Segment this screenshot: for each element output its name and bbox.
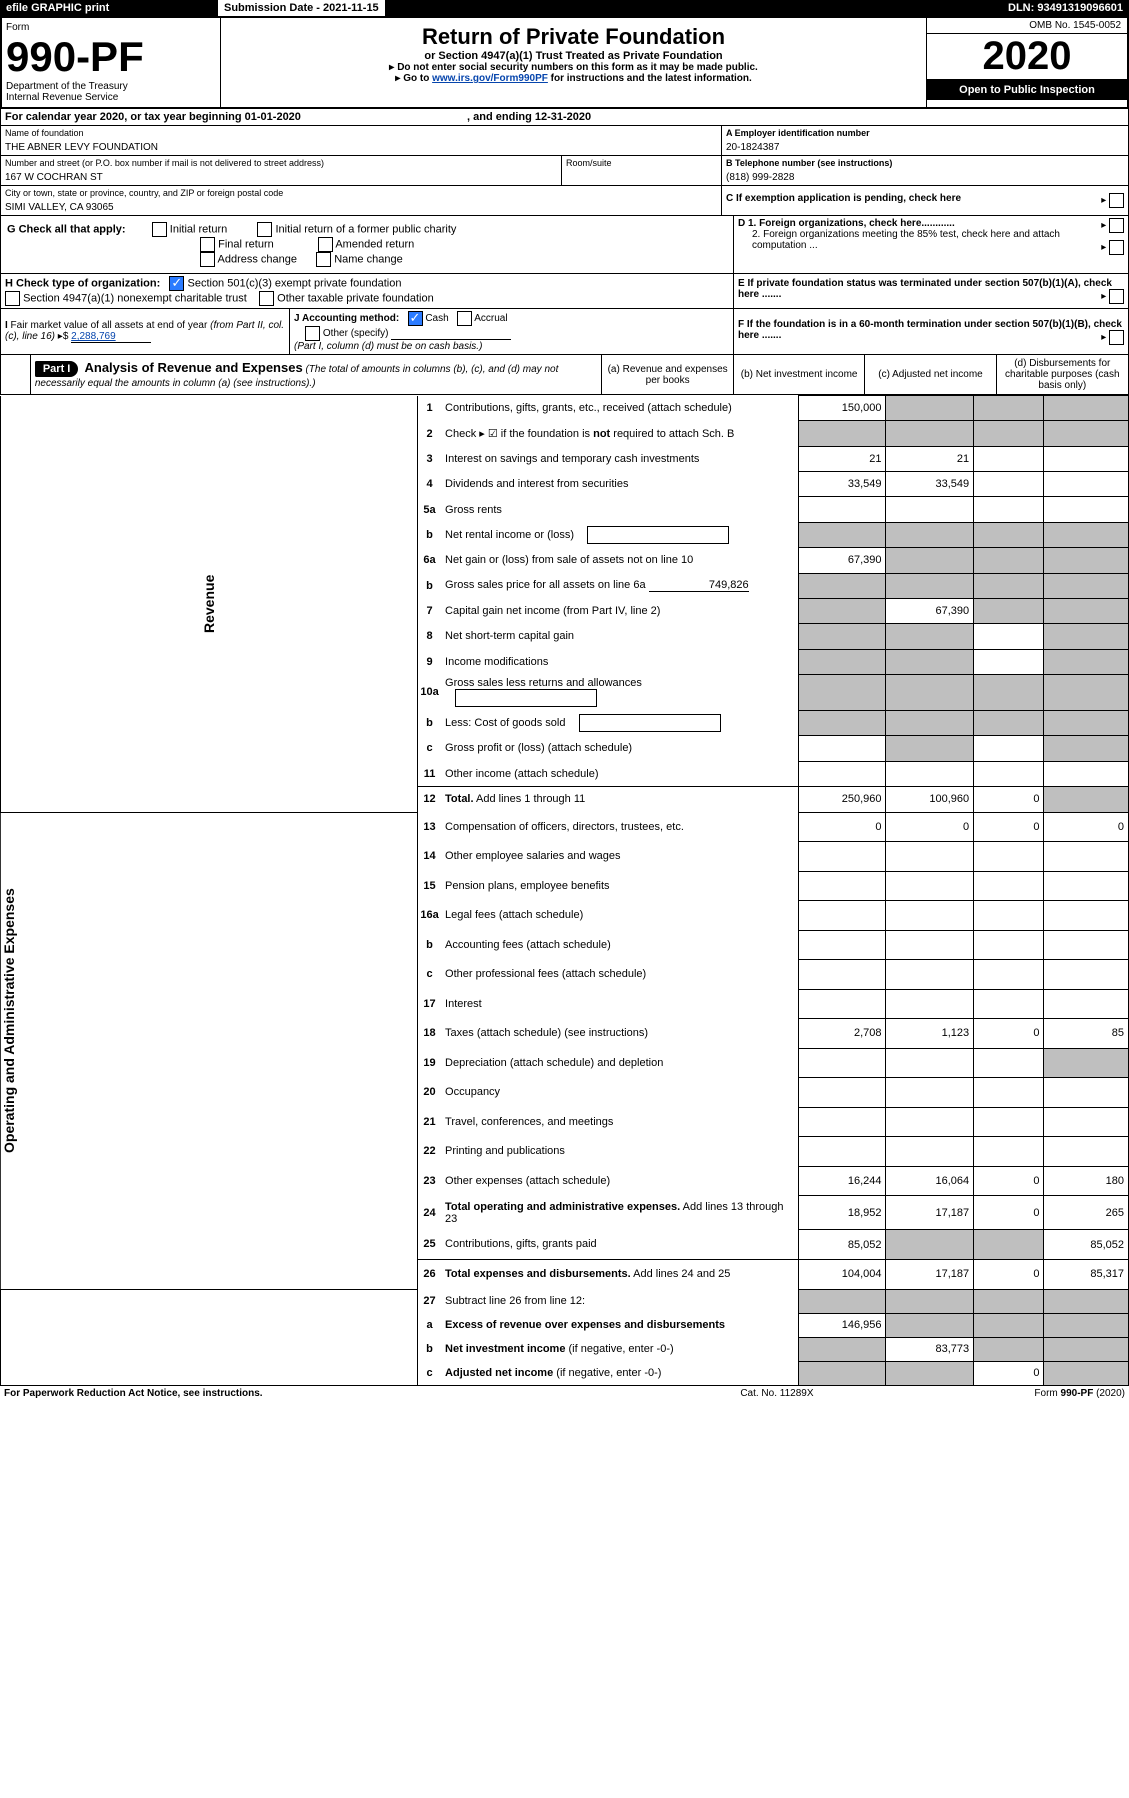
row-1: Revenue 1 Contributions, gifts, grants, … <box>1 396 1129 421</box>
addr: 167 W COCHRAN ST <box>1 170 561 185</box>
col-b: (b) Net investment income <box>733 355 865 395</box>
g-opt-3: Initial return of a former public charit… <box>275 223 456 235</box>
j-note: (Part I, column (d) must be on cash basi… <box>294 341 482 352</box>
c-label: C If exemption application is pending, c… <box>726 193 961 204</box>
g-opt-5: Name change <box>334 253 403 265</box>
h-opt1: Section 501(c)(3) exempt private foundat… <box>187 277 401 289</box>
j-cash[interactable] <box>408 311 423 326</box>
tel-label: B Telephone number (see instructions) <box>722 156 1128 170</box>
irs: Internal Revenue Service <box>6 92 216 103</box>
f-check[interactable] <box>1109 330 1124 345</box>
submission-date: Submission Date - 2021-11-15 <box>218 0 385 16</box>
h-opt3: Other taxable private foundation <box>277 292 434 304</box>
note-goto-prefix: Go to <box>395 73 432 84</box>
d1-check[interactable] <box>1109 218 1124 233</box>
g-initial[interactable] <box>152 222 167 237</box>
note-goto-suffix: for instructions and the latest informat… <box>548 73 752 84</box>
h-4947[interactable] <box>5 291 20 306</box>
row-13: Operating and Administrative Expenses 13… <box>1 812 1129 842</box>
j-other[interactable] <box>305 326 320 341</box>
g-address[interactable] <box>200 252 215 267</box>
note-ssn: Do not enter social security numbers on … <box>227 62 920 73</box>
col-c: (c) Adjusted net income <box>865 355 996 395</box>
g-initial-former[interactable] <box>257 222 272 237</box>
j-other-lbl: Other (specify) <box>323 328 389 339</box>
g-opt-2: Address change <box>218 253 298 265</box>
part1-label: Part I <box>35 361 79 377</box>
top-bar: efile GRAPHIC print Submission Date - 20… <box>0 0 1129 16</box>
col-a: (a) Revenue and expenses per books <box>602 355 733 395</box>
j-label: J Accounting method: <box>294 313 399 324</box>
tax-year: 2020 <box>927 34 1127 80</box>
g-opt-1: Final return <box>218 238 274 250</box>
row-27: 27 Subtract line 26 from line 12: <box>1 1289 1129 1313</box>
ein-label: A Employer identification number <box>722 126 1128 140</box>
e-label: E If private foundation status was termi… <box>738 278 1112 300</box>
tel: (818) 999-2828 <box>722 170 1128 185</box>
form-number: 990-PF <box>6 33 216 81</box>
city-label: City or town, state or province, country… <box>1 186 721 200</box>
dept: Department of the Treasury <box>6 81 216 92</box>
d2: 2. Foreign organizations meeting the 85%… <box>752 229 1060 251</box>
omb: OMB No. 1545-0052 <box>927 18 1127 34</box>
j-accr[interactable] <box>457 311 472 326</box>
g-opt-0: Initial return <box>170 223 227 235</box>
form-subtitle: or Section 4947(a)(1) Trust Treated as P… <box>227 50 920 62</box>
h-other[interactable] <box>259 291 274 306</box>
j-accr-lbl: Accrual <box>474 313 507 324</box>
e-check[interactable] <box>1109 289 1124 304</box>
foundation-name: THE ABNER LEVY FOUNDATION <box>1 140 721 155</box>
g-label: G Check all that apply: <box>7 223 126 235</box>
open-inspection: Open to Public Inspection <box>927 80 1127 100</box>
part1-title: Analysis of Revenue and Expenses <box>84 360 302 375</box>
footer-right-form: 990-PF <box>1061 1388 1094 1399</box>
name-label: Name of foundation <box>1 126 721 140</box>
d1: D 1. Foreign organizations, check here..… <box>738 218 955 229</box>
h-opt2: Section 4947(a)(1) nonexempt charitable … <box>23 292 247 304</box>
g-name[interactable] <box>316 252 331 267</box>
col-d: (d) Disbursements for charitable purpose… <box>996 355 1128 395</box>
footer-left: For Paperwork Reduction Act Notice, see … <box>0 1386 674 1401</box>
i-val[interactable]: 2,288,769 <box>71 331 151 343</box>
g-opt-4: Amended return <box>335 238 414 250</box>
form-title: Return of Private Foundation <box>227 24 920 50</box>
form-link[interactable]: www.irs.gov/Form990PF <box>432 73 548 84</box>
h-501c3[interactable] <box>169 276 184 291</box>
cal-year-end: , and ending 12-31-2020 <box>467 111 591 123</box>
cal-year-begin: For calendar year 2020, or tax year begi… <box>5 111 301 123</box>
efile-label: efile GRAPHIC print <box>0 0 212 16</box>
footer-mid: Cat. No. 11289X <box>674 1386 879 1401</box>
city: SIMI VALLEY, CA 93065 <box>1 200 721 215</box>
part1-table: Revenue 1 Contributions, gifts, grants, … <box>0 395 1129 1386</box>
dln: DLN: 93491319096601 <box>817 0 1129 16</box>
j-cash-lbl: Cash <box>425 313 448 324</box>
f-label: F If the foundation is in a 60-month ter… <box>738 319 1122 341</box>
c-check[interactable] <box>1109 193 1124 208</box>
form-word: Form <box>6 22 216 33</box>
i-label: I <box>5 320 8 331</box>
addr-label: Number and street (or P.O. box number if… <box>1 156 561 170</box>
d2-check[interactable] <box>1109 240 1124 255</box>
h-label: H Check type of organization: <box>5 277 160 289</box>
g-amended[interactable] <box>318 237 333 252</box>
ein: 20-1824387 <box>722 140 1128 155</box>
room-label: Room/suite <box>562 156 721 170</box>
g-final[interactable] <box>200 237 215 252</box>
